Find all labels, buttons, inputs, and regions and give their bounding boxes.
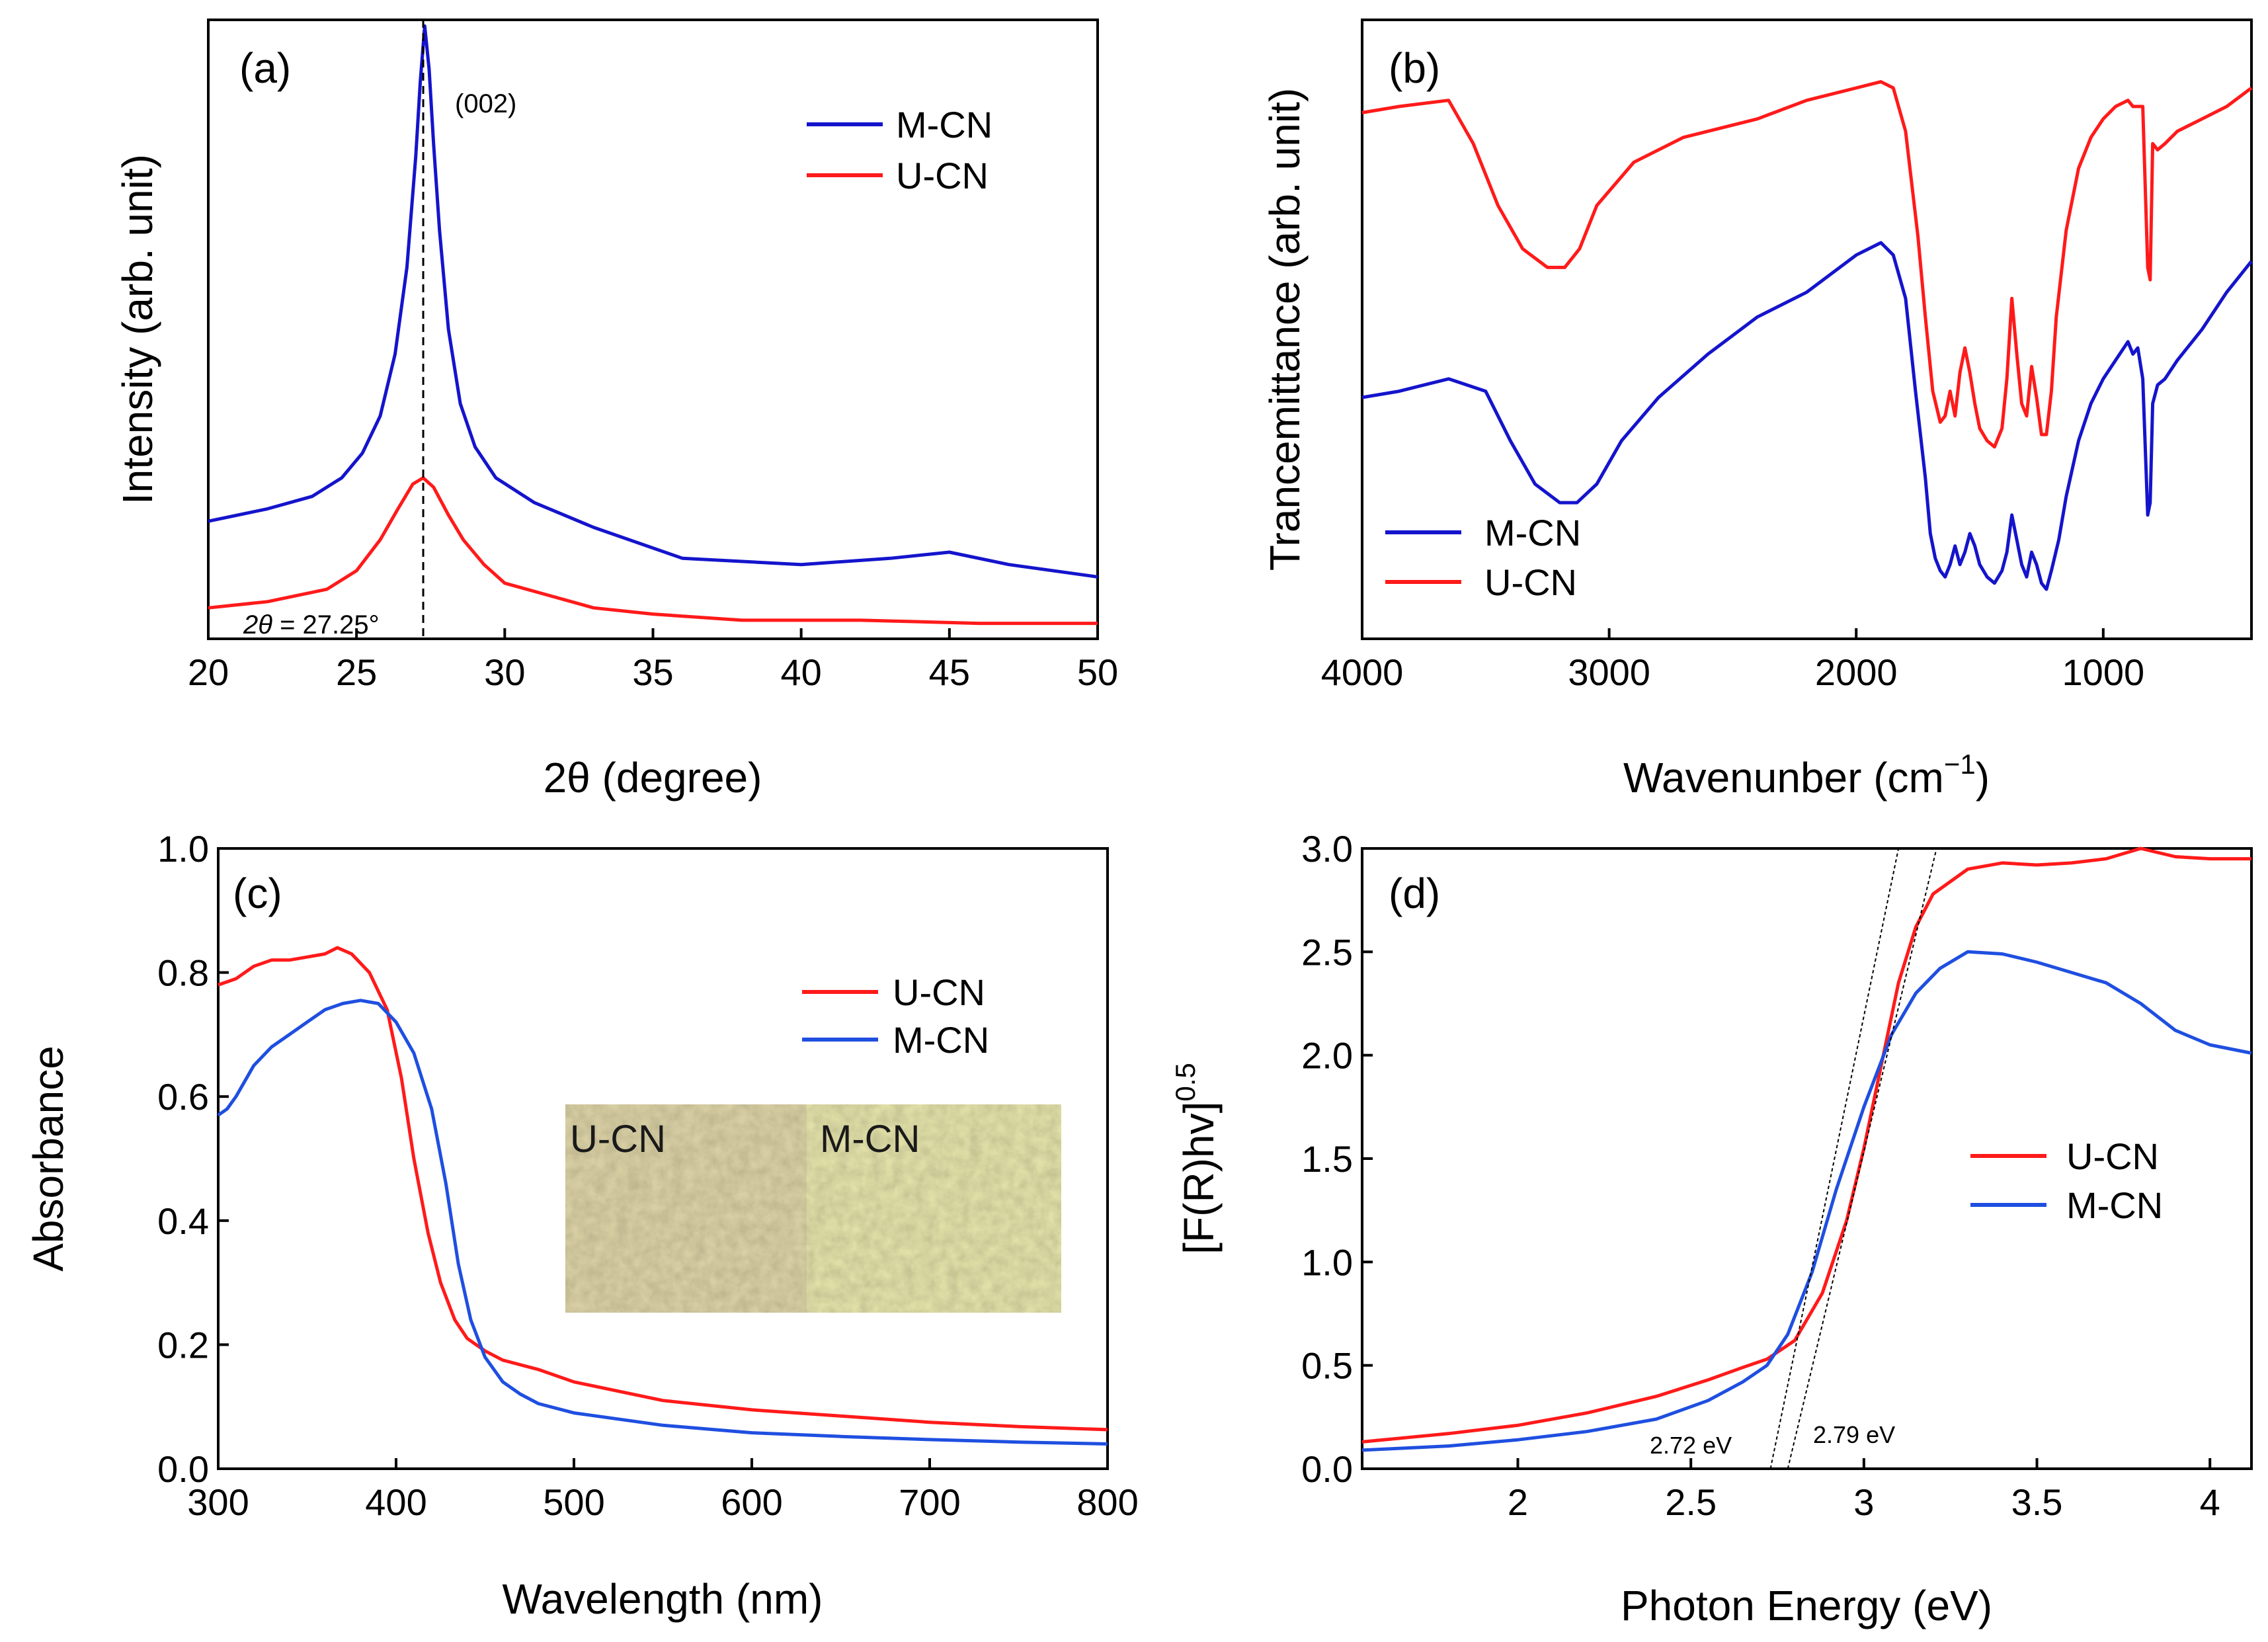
panel-label-c: (c) (233, 870, 282, 917)
y-tick-label: 0.0 (157, 1448, 209, 1490)
tangent-lines (1769, 848, 1937, 1469)
x-tick-label: 40 (781, 651, 822, 693)
x-axis-title-a: 2θ (degree) (544, 754, 762, 801)
x-tick-label: 300 (187, 1481, 249, 1523)
x-axis-title-b: Wavenunber (cm−1) (1623, 749, 1990, 801)
y-tick-label: 1.5 (1301, 1138, 1353, 1180)
inset-label-u-cn: U-CN (570, 1118, 666, 1161)
tangent-line (1787, 848, 1937, 1469)
panel-c: 300 400 500 600 700 800 0.0 0.2 0.4 0.6 0.8 1.0 (c)… (24, 828, 1139, 1623)
x-tick-label: 20 (188, 651, 229, 693)
series-line-u-cn (208, 476, 1098, 626)
x-tick-label: 35 (632, 651, 673, 693)
legend-c: U-CN M-CN (802, 971, 989, 1061)
x-tick-label: 3.5 (2011, 1481, 2063, 1523)
y-axis-title-d: [F(R)hv]0.5 (1170, 1063, 1223, 1254)
series-line-m-cn (1361, 950, 2252, 1452)
y-tick-label: 2.5 (1301, 931, 1353, 973)
y-axis-title-c: Absorbance (24, 1046, 72, 1272)
y-tick-label: 0.4 (157, 1200, 209, 1242)
x-tick-label: 4000 (1321, 651, 1404, 693)
legend-label-m-cn: M-CN (2066, 1184, 2163, 1226)
legend-b: M-CN U-CN (1385, 512, 1581, 603)
x-axis-title-d: Photon Energy (eV) (1621, 1582, 1992, 1629)
legend-label-u-cn: U-CN (896, 155, 989, 196)
series-layer-d (1361, 846, 2252, 1452)
series-layer-a (208, 24, 1098, 626)
x-tick-label: 3 (1853, 1481, 1874, 1523)
y-tick-label: 2.0 (1301, 1035, 1353, 1077)
plot-frame-b (1361, 19, 2253, 640)
x-tick-label: 30 (484, 651, 525, 693)
series-layer-b (1361, 80, 2253, 591)
legend-label-m-cn: M-CN (893, 1019, 989, 1061)
x-tick-label: 45 (929, 651, 970, 693)
series-line-m-cn (1361, 241, 2253, 591)
series-line-u-cn (1361, 80, 2253, 449)
series-line-u-cn (218, 946, 1108, 1432)
y-tick-label: 0.2 (157, 1324, 209, 1366)
legend-d: U-CN M-CN (1970, 1135, 2163, 1226)
panel-label-a: (a) (239, 44, 291, 92)
sample-photo-inset: U-CN M-CN (565, 1104, 1061, 1313)
x-tick-label: 2 (1508, 1481, 1528, 1523)
legend-a: M-CN U-CN (807, 104, 992, 196)
y-tick-label: 1.0 (157, 828, 209, 870)
panel-label-d: (d) (1389, 870, 1440, 917)
series-line-m-cn (217, 999, 1108, 1446)
x-ticks-a: 20 25 30 35 40 45 50 (188, 628, 1118, 693)
x-tick-label: 2.5 (1665, 1481, 1717, 1523)
x-tick-label: 2000 (1815, 651, 1898, 693)
series-line-m-cn (208, 24, 1098, 579)
inset-m-cn-sample (807, 1104, 1061, 1313)
x-axis-title-c: Wavelength (nm) (503, 1575, 823, 1623)
x-tick-label: 700 (899, 1481, 960, 1523)
y-tick-label: 3.0 (1301, 828, 1353, 870)
panel-a: 20 25 30 35 40 45 50 (a) (002) 2θ = 27.25° M-C… (114, 19, 1118, 801)
peak-label: (002) (455, 89, 516, 118)
x-tick-label: 500 (543, 1481, 604, 1523)
x-tick-label: 1000 (2062, 651, 2145, 693)
inset-u-cn-sample (565, 1104, 807, 1313)
x-tick-label: 50 (1077, 651, 1118, 693)
x-ticks-b: 4000 3000 2000 1000 (1321, 628, 2144, 693)
x-tick-label: 800 (1076, 1481, 1138, 1523)
x-tick-label: 25 (336, 651, 377, 693)
series-layer-c (217, 946, 1108, 1446)
panel-d: 2 2.5 3 3.5 4 0.0 0.5 1.0 1.5 2.0 2.5 3.0 (d) 2.72 … (1170, 828, 2253, 1629)
band-gap-label-2: 2.79 eV (1813, 1421, 1895, 1448)
legend-label-u-cn: U-CN (2066, 1135, 2159, 1177)
y-tick-label: 0.5 (1301, 1345, 1353, 1387)
inset-label-m-cn: M-CN (820, 1118, 920, 1161)
x-tick-label: 4 (2200, 1481, 2220, 1523)
legend-label-m-cn: M-CN (896, 104, 992, 145)
plot-frame-c (217, 847, 1109, 1470)
panel-b: 4000 3000 2000 1000 (b) M-CN U-CN Wavenunbe… (1261, 19, 2253, 801)
tangent-line (1769, 848, 1900, 1469)
legend-label-u-cn: U-CN (893, 971, 985, 1013)
x-tick-label: 400 (365, 1481, 426, 1523)
axis-ticks-c: 300 400 500 600 700 800 0.0 0.2 0.4 0.6 0.8 1.0 (157, 828, 1139, 1523)
panel-label-b: (b) (1389, 44, 1440, 92)
x-tick-label: 600 (721, 1481, 782, 1523)
y-tick-label: 0.6 (157, 1076, 209, 1118)
legend-label-u-cn: U-CN (1484, 561, 1577, 603)
y-tick-label: 0.8 (157, 952, 209, 994)
legend-label-m-cn: M-CN (1484, 512, 1581, 554)
band-gap-label-1: 2.72 eV (1650, 1432, 1732, 1459)
axis-ticks-d: 2 2.5 3 3.5 4 0.0 0.5 1.0 1.5 2.0 2.5 3.0 (1301, 828, 2220, 1523)
peak-position-label: 2θ = 27.25° (243, 610, 380, 639)
x-tick-label: 3000 (1568, 651, 1650, 693)
y-axis-title-b: Trancemittance (arb. unit) (1261, 88, 1309, 571)
y-tick-label: 1.0 (1301, 1241, 1353, 1283)
y-tick-label: 0.0 (1301, 1448, 1353, 1490)
y-axis-title-a: Intensity (arb. unit) (114, 154, 161, 505)
